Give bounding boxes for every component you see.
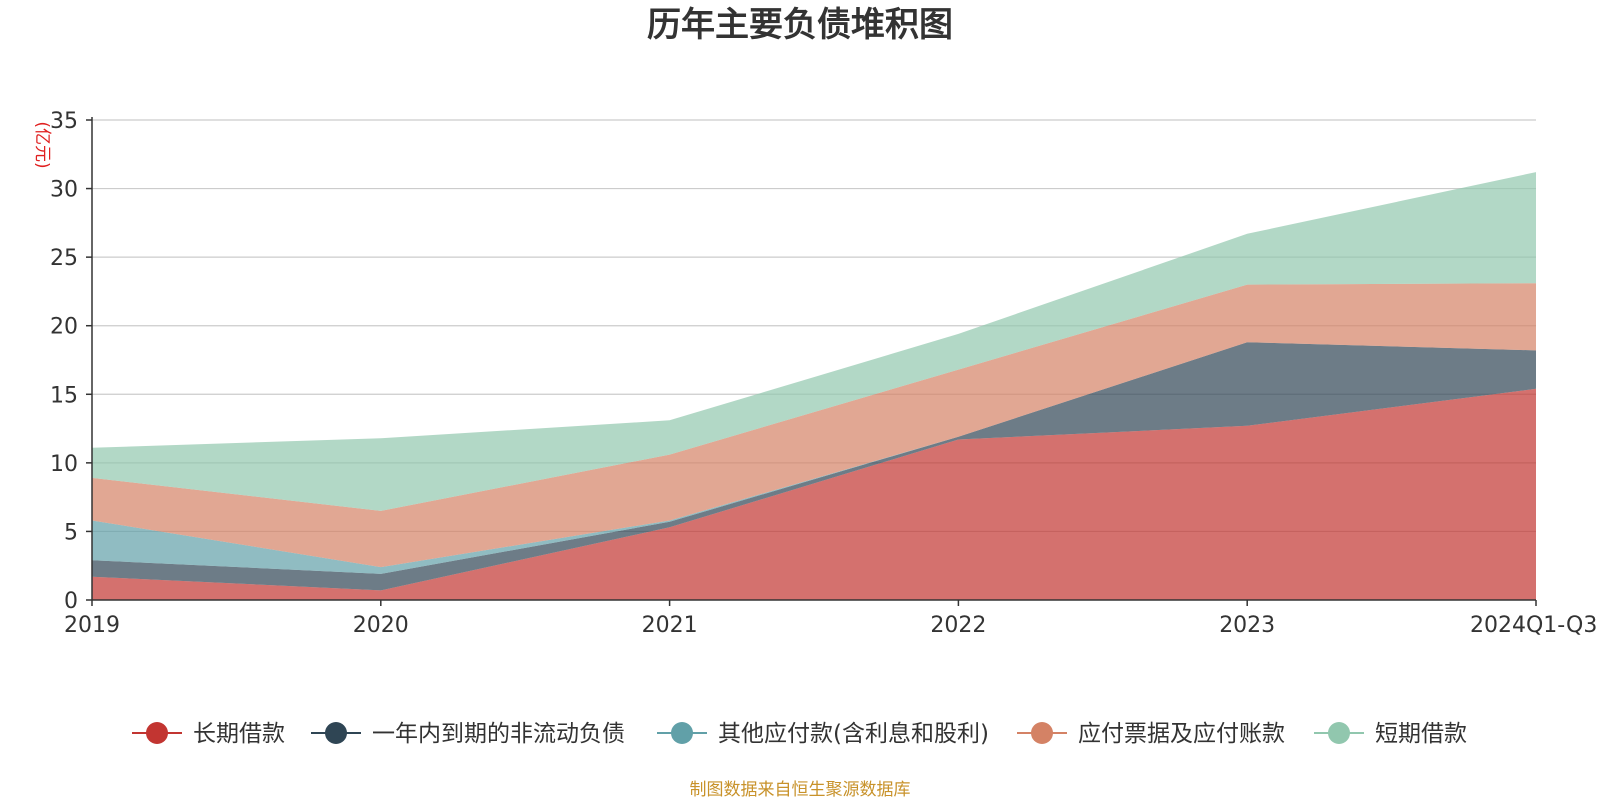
legend-marker xyxy=(1328,722,1350,744)
chart-title: 历年主要负债堆积图 xyxy=(647,5,953,45)
axes xyxy=(91,117,1536,601)
x-axis-ticks: 2019 2020 2021 2022 2023 2024Q1-Q3 xyxy=(64,600,1597,638)
area-series-4 xyxy=(92,172,1536,511)
y-tick-label: 25 xyxy=(50,246,78,271)
legend-item-1: 一年内到期的非流动负债 xyxy=(311,721,625,747)
y-tick-label: 0 xyxy=(64,589,78,614)
legend-item-0: 长期借款 xyxy=(132,721,285,747)
legend-marker xyxy=(671,722,693,744)
legend-marker xyxy=(146,722,168,744)
y-tick-label: 20 xyxy=(50,315,78,340)
source-note: 制图数据来自恒生聚源数据库 xyxy=(690,780,911,800)
y-tick-label: 30 xyxy=(50,178,78,203)
x-tick-label: 2019 xyxy=(64,613,120,638)
x-tick-label: 2020 xyxy=(353,613,409,638)
legend-item-4: 短期借款 xyxy=(1314,721,1467,747)
area-series-group xyxy=(92,172,1536,600)
legend-marker xyxy=(1031,722,1053,744)
legend-label: 长期借款 xyxy=(193,721,285,747)
x-tick-label: 2023 xyxy=(1219,613,1275,638)
y-tick-label: 10 xyxy=(50,452,78,477)
y-axis-unit-label: (亿元) xyxy=(32,121,52,168)
x-tick-label: 2021 xyxy=(642,613,698,638)
area-series-0 xyxy=(92,388,1536,600)
x-tick-label: 2024Q1-Q3 xyxy=(1470,613,1597,638)
legend-label: 短期借款 xyxy=(1375,721,1467,747)
legend-label: 应付票据及应付账款 xyxy=(1078,721,1285,747)
y-tick-label: 5 xyxy=(64,520,78,545)
y-tick-label: 35 xyxy=(50,109,78,134)
x-tick-label: 2022 xyxy=(930,613,986,638)
legend-marker xyxy=(325,722,347,744)
y-axis-ticks: 0 5 10 15 20 25 30 35 xyxy=(50,109,92,614)
legend-label: 其他应付款(含利息和股利) xyxy=(718,721,989,747)
legend: 长期借款 一年内到期的非流动负债 其他应付款(含利息和股利) 应付票据及应付账款 短期借… xyxy=(132,721,1467,747)
area-series-3 xyxy=(92,283,1536,568)
legend-label: 一年内到期的非流动负债 xyxy=(372,721,625,747)
area-series-2 xyxy=(92,342,1536,574)
y-tick-label: 15 xyxy=(50,383,78,408)
area-series-1 xyxy=(92,342,1536,591)
legend-item-2: 其他应付款(含利息和股利) xyxy=(657,721,989,747)
legend-item-3: 应付票据及应付账款 xyxy=(1017,721,1285,747)
